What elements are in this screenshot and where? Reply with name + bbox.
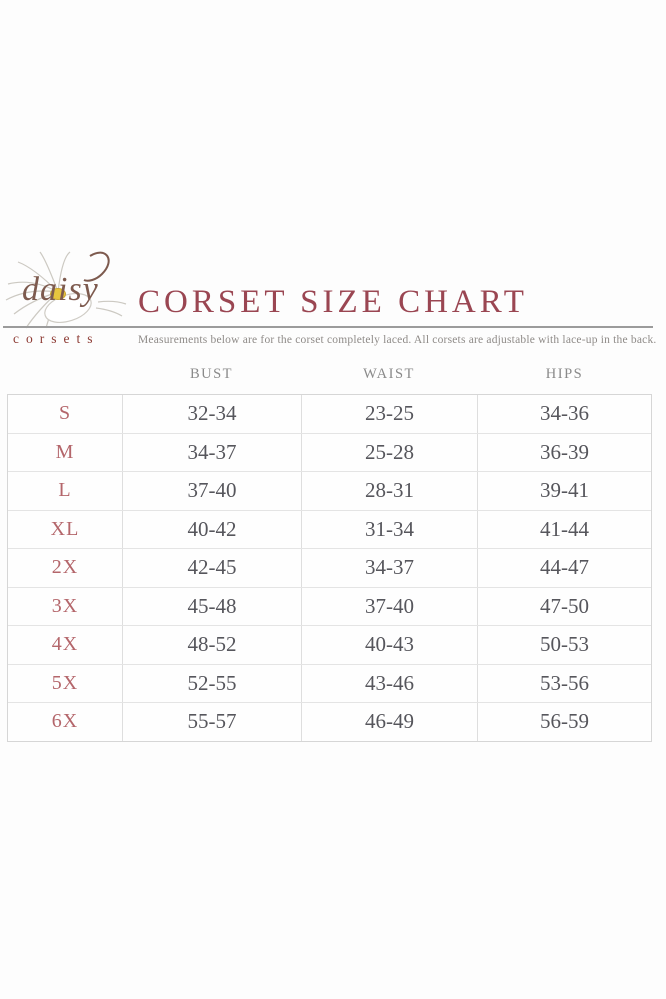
cell-hips: 47-50 [477,587,651,625]
cell-waist: 31-34 [301,510,477,548]
cell-size: 6X [51,710,79,733]
table-row: M 34-37 25-28 36-39 [8,432,651,471]
cell-hips: 39-41 [477,472,651,510]
cell-waist: 34-37 [301,549,477,587]
daisy-center-icon [50,288,66,300]
table-row: 4X 48-52 40-43 50-53 [8,625,651,664]
logo-script-text: daisy [22,271,99,308]
size-table-body: S 32-34 23-25 34-36 M 34-37 25-28 36-39 L 37-40 28… [7,394,652,742]
cell-waist: 37-40 [301,587,477,625]
table-row: L 37-40 28-31 39-41 [8,471,651,510]
table-row: 3X 45-48 37-40 47-50 [8,586,651,625]
table-header-row: BUST WAIST HIPS [7,366,652,383]
cell-size: 2X [51,556,79,579]
header-bust: BUST [189,366,234,382]
cell-waist: 28-31 [301,472,477,510]
cell-hips: 56-59 [477,703,651,741]
cell-size: 4X [51,633,79,656]
cell-bust: 45-48 [122,587,301,625]
cell-waist: 23-25 [301,395,477,433]
cell-size: 5X [51,671,79,694]
chart-subtitle: Measurements below are for the corset co… [138,334,657,346]
cell-bust: 42-45 [122,549,301,587]
cell-hips: 53-56 [477,664,651,702]
cell-bust: 52-55 [122,664,301,702]
table-row: S 32-34 23-25 34-36 [8,395,651,433]
daisy-corsets-logo: daisy [2,244,136,330]
daisy-swash-icon [83,251,110,282]
cell-bust: 55-57 [122,703,301,741]
cell-size: M [55,440,75,463]
table-row: XL 40-42 31-34 41-44 [8,509,651,548]
cell-hips: 50-53 [477,626,651,664]
cell-hips: 34-36 [477,395,651,433]
divider-rule [3,326,653,328]
cell-waist: 43-46 [301,664,477,702]
header-size-spacer [7,366,122,383]
cell-bust: 37-40 [122,472,301,510]
cell-bust: 32-34 [122,395,301,433]
cell-bust: 48-52 [122,626,301,664]
cell-size: 3X [51,594,79,617]
table-row: 5X 52-55 43-46 53-56 [8,663,651,702]
header-hips: HIPS [545,366,584,382]
cell-waist: 40-43 [301,626,477,664]
page-title: CORSET SIZE CHART [138,284,528,320]
cell-bust: 40-42 [122,510,301,548]
daisy-logo-icon: daisy [5,251,127,329]
cell-waist: 25-28 [301,433,477,471]
cell-size: L [58,479,72,502]
table-row: 2X 42-45 34-37 44-47 [8,548,651,587]
logo-corsets-text: corsets [13,331,100,346]
table-row: 6X 55-57 46-49 56-59 [8,702,651,741]
cell-bust: 34-37 [122,433,301,471]
cell-size: XL [50,517,80,540]
header-waist: WAIST [363,366,415,382]
cell-hips: 36-39 [477,433,651,471]
cell-hips: 41-44 [477,510,651,548]
cell-hips: 44-47 [477,549,651,587]
cell-waist: 46-49 [301,703,477,741]
cell-size: S [58,402,72,425]
